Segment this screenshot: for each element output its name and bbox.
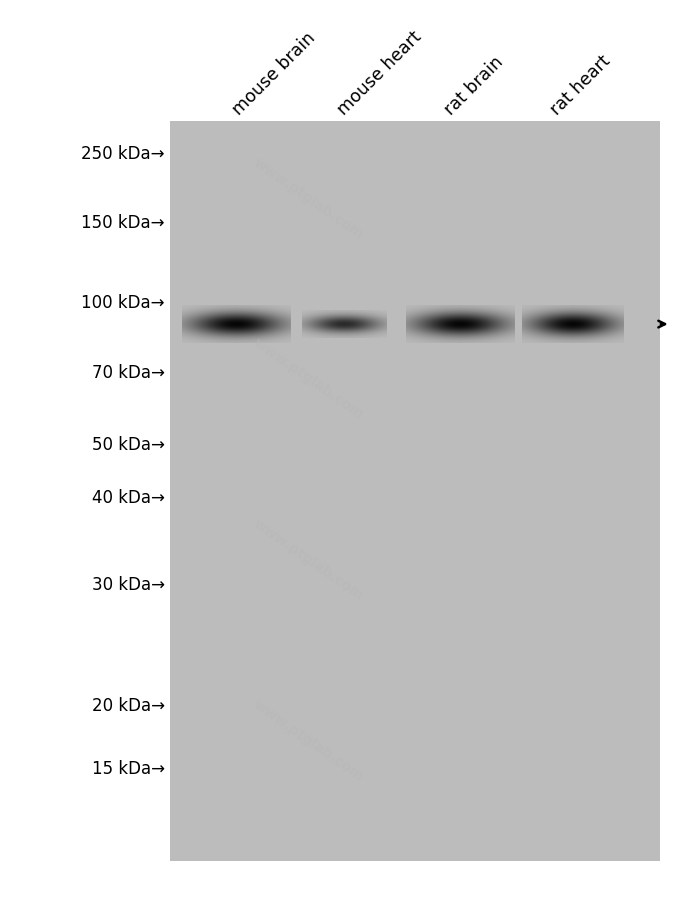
Text: 40 kDa→: 40 kDa→ xyxy=(92,489,164,507)
Bar xyxy=(170,122,660,861)
Text: www.ptglab.com: www.ptglab.com xyxy=(251,696,365,783)
Text: 20 kDa→: 20 kDa→ xyxy=(92,696,164,714)
Text: rat brain: rat brain xyxy=(441,53,507,119)
Text: 15 kDa→: 15 kDa→ xyxy=(92,759,164,778)
Text: mouse heart: mouse heart xyxy=(334,28,425,119)
Text: 150 kDa→: 150 kDa→ xyxy=(81,214,164,232)
Text: 100 kDa→: 100 kDa→ xyxy=(81,293,164,311)
Text: www.ptglab.com: www.ptglab.com xyxy=(251,336,365,422)
Text: www.ptglab.com: www.ptglab.com xyxy=(251,155,365,242)
Text: rat heart: rat heart xyxy=(547,52,614,119)
Text: 50 kDa→: 50 kDa→ xyxy=(92,436,164,454)
Text: 30 kDa→: 30 kDa→ xyxy=(92,575,164,594)
Text: 70 kDa→: 70 kDa→ xyxy=(92,364,164,382)
Text: www.ptglab.com: www.ptglab.com xyxy=(251,516,365,603)
Text: mouse brain: mouse brain xyxy=(229,29,318,119)
Text: 250 kDa→: 250 kDa→ xyxy=(81,144,164,162)
